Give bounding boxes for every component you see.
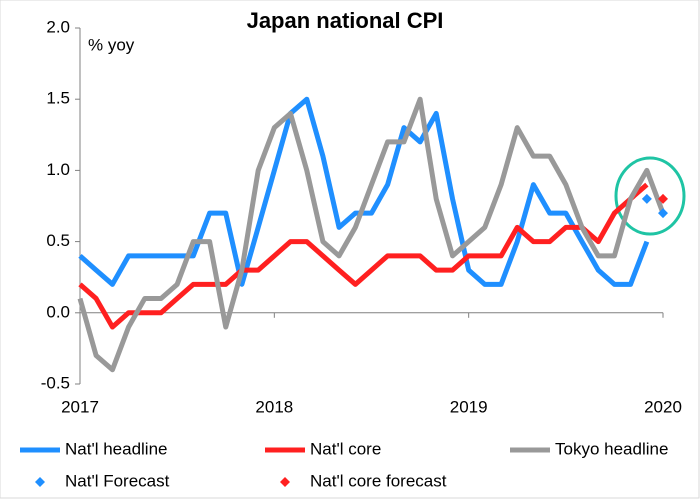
x-tick-label: 2018	[255, 397, 293, 416]
x-tick-label: 2017	[61, 397, 99, 416]
x-tick-label: 2019	[450, 397, 488, 416]
legend-label: Nat'l core forecast	[310, 471, 447, 490]
legend-label: Nat'l headline	[65, 439, 167, 458]
legend-swatch	[35, 477, 45, 487]
legend-label: Nat'l core	[310, 439, 381, 458]
legend-swatch	[280, 477, 290, 487]
series-line	[78, 182, 649, 330]
forecast-point	[658, 208, 668, 219]
y-tick-label: 2.0	[46, 17, 70, 36]
forecast-point	[641, 193, 652, 204]
y-tick-label: -0.5	[41, 373, 70, 392]
chart-title: Japan national CPI	[247, 8, 444, 33]
y-tick-label: 0.5	[46, 231, 70, 250]
series-line	[77, 96, 666, 373]
legend-label: Nat'l Forecast	[65, 471, 170, 490]
legend-label: Tokyo headline	[555, 439, 668, 458]
highlight-circle	[614, 156, 686, 236]
y-axis-label: % yoy	[88, 35, 135, 54]
forecast-point	[658, 193, 668, 204]
y-tick-label: 1.0	[46, 160, 70, 179]
y-tick-label: 1.5	[46, 89, 70, 108]
x-tick-label: 2020	[644, 397, 682, 416]
y-tick-label: 0.0	[46, 302, 70, 321]
series-line	[78, 96, 650, 287]
